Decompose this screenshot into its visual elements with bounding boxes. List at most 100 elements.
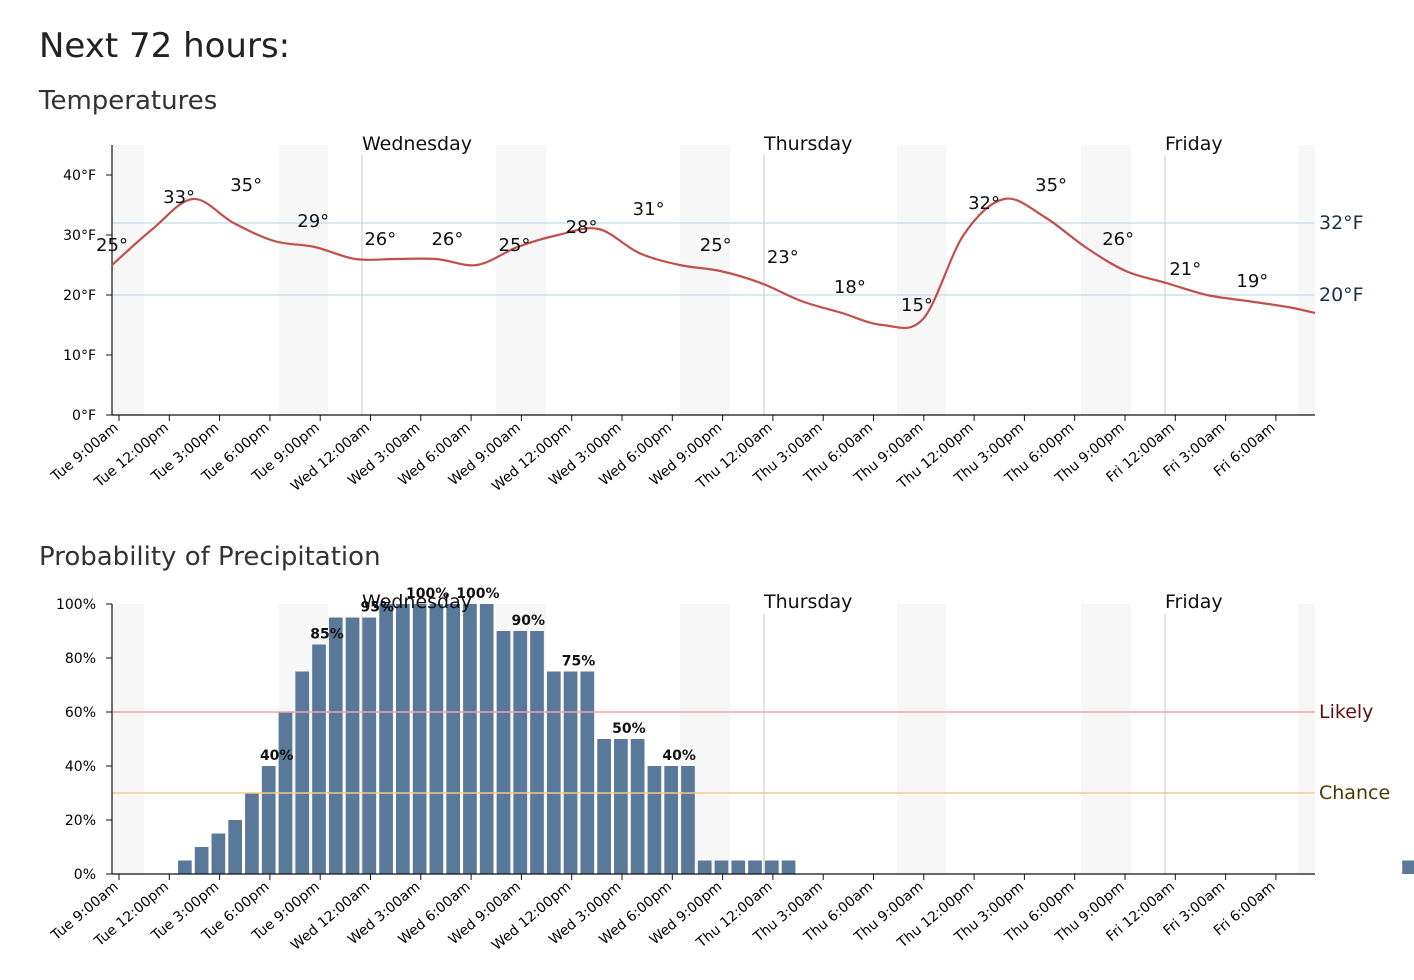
y-tick-label: 0°F	[72, 408, 96, 424]
day-label: Friday	[1165, 133, 1223, 155]
reference-label: 32°F	[1319, 212, 1364, 234]
precip-bar	[781, 860, 796, 874]
precip-bar	[681, 766, 695, 874]
temperature-line	[111, 197, 1316, 330]
temperature-value-label: 15°	[901, 295, 933, 316]
precip-bar	[479, 604, 494, 874]
precip-bar	[530, 631, 544, 874]
reference-label: Likely	[1319, 701, 1373, 723]
reference-label: 20°F	[1319, 284, 1364, 306]
y-tick-label: 40°F	[63, 168, 96, 184]
temperature-value-label: 21°	[1169, 259, 1201, 280]
precip-value-label: 50%	[612, 721, 646, 737]
night-band	[680, 145, 730, 415]
precip-bar	[597, 739, 611, 874]
y-tick-label: 0%	[74, 867, 96, 883]
precip-bar	[429, 604, 444, 874]
day-label: Thursday	[763, 133, 852, 155]
night-band	[112, 604, 144, 874]
temperature-value-label: 25°	[96, 235, 128, 256]
y-tick-label: 10°F	[63, 348, 96, 364]
precip-bar	[714, 860, 729, 874]
precip-bar	[312, 644, 326, 874]
night-band	[112, 145, 144, 415]
night-band	[1298, 604, 1315, 874]
temperature-chart: Wednesday Thursday Friday 32°F 20°F 0°F 10°F 20…	[48, 133, 1364, 495]
precip-bar	[580, 671, 595, 874]
night-band	[897, 145, 946, 415]
precip-bar	[664, 766, 679, 874]
temperature-value-label: 25°	[700, 235, 732, 256]
precip-bar	[731, 860, 746, 874]
precip-bar	[328, 617, 343, 874]
precip-bar	[1402, 860, 1414, 874]
precip-bar	[748, 860, 762, 874]
night-band	[1298, 145, 1315, 415]
page-title: Next 72 hours:	[39, 26, 291, 66]
precip-value-label: 100%	[406, 586, 449, 602]
temperature-value-label: 18°	[834, 277, 866, 298]
precip-bar	[764, 860, 779, 874]
day-label: Thursday	[763, 591, 852, 613]
precip-bar	[379, 604, 393, 874]
night-band	[496, 145, 546, 415]
precip-bar	[345, 617, 360, 874]
day-label: Wednesday	[362, 133, 472, 155]
precip-bar	[228, 820, 243, 874]
precip-bar	[546, 671, 561, 874]
precip-bar	[496, 631, 511, 874]
precipitation-chart: Wednesday Thursday Friday 40% 85% 95% 100% 100%…	[48, 586, 1414, 954]
temperature-value-label: 26°	[364, 229, 396, 250]
y-tick-label: 80%	[65, 651, 96, 667]
precip-bar	[194, 847, 209, 874]
day-label: Wednesday	[362, 591, 472, 613]
temperature-value-label: 19°	[1236, 271, 1268, 292]
night-band	[279, 145, 328, 415]
temperature-chart-title: Temperatures	[39, 86, 218, 116]
precip-bar	[261, 766, 276, 874]
precip-bar	[563, 671, 578, 874]
temperature-value-label: 29°	[297, 211, 329, 232]
precip-bar	[295, 671, 310, 874]
precip-bar	[697, 860, 712, 874]
precip-bar	[647, 766, 662, 874]
temperature-value-label: 32°	[968, 193, 1000, 214]
temperature-value-label: 26°	[431, 229, 463, 250]
precip-bar	[178, 860, 192, 874]
night-band	[1081, 604, 1131, 874]
y-tick-label: 20%	[65, 813, 96, 829]
precip-value-label: 40%	[260, 748, 294, 764]
precip-bar	[396, 604, 410, 874]
temperature-value-label: 33°	[163, 187, 195, 208]
y-tick-label: 60%	[65, 705, 96, 721]
precip-bar	[245, 793, 259, 874]
night-band	[897, 604, 946, 874]
precip-bar	[463, 604, 477, 874]
temperature-value-label: 23°	[767, 247, 799, 268]
precip-bar	[614, 739, 628, 874]
y-tick-label: 100%	[56, 597, 96, 613]
temperature-value-label: 35°	[1035, 175, 1067, 196]
reference-label: Chance	[1319, 782, 1390, 804]
temperature-value-label: 28°	[566, 217, 598, 238]
precip-value-label: 75%	[562, 654, 596, 670]
night-band	[1081, 145, 1131, 415]
temperature-value-label: 35°	[230, 175, 262, 196]
precip-bar	[630, 739, 645, 874]
temperature-value-label: 25°	[499, 235, 531, 256]
precip-bar	[412, 604, 427, 874]
temperature-value-label: 26°	[1102, 229, 1134, 250]
y-tick-label: 30°F	[63, 228, 96, 244]
precip-bar	[446, 604, 461, 874]
precip-value-label: 95%	[361, 600, 395, 616]
precip-value-label: 85%	[310, 627, 344, 643]
precip-value-label: 40%	[662, 748, 696, 764]
precip-bar	[513, 631, 528, 874]
day-label: Friday	[1165, 591, 1223, 613]
y-tick-label: 20°F	[63, 288, 96, 304]
y-tick-label: 40%	[65, 759, 96, 775]
precip-value-label: 100%	[456, 586, 499, 602]
precip-bar	[211, 833, 226, 874]
temperature-value-label: 31°	[633, 199, 665, 220]
